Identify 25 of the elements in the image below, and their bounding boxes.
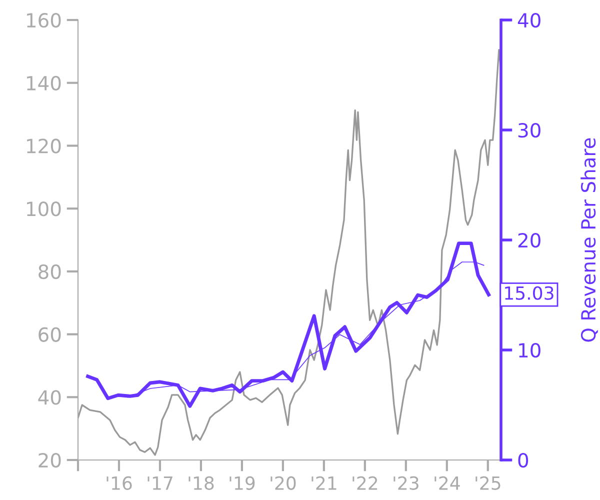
x-tick-label: '23 [394,476,418,490]
x-tick-label: '20 [270,476,296,490]
y2-tick-label: 30 [518,122,540,138]
y-tick-label: 160 [27,12,61,28]
x-tick-label: '16 [106,476,132,490]
y2-tick-label: 0 [518,452,528,468]
y-tick-label: 140 [27,76,61,91]
y2-tick-label: 40 [518,12,540,28]
x-tick-label: '18 [188,476,214,490]
data-label: 15.03 [505,286,554,300]
y-tick-label: 120 [27,138,61,154]
y-tick-label: 80 [38,264,61,280]
y-tick-label: 20 [38,452,61,468]
x-tick-label: '22 [352,476,378,490]
y-tick-label: 40 [38,390,61,405]
x-tick-label: '17 [148,476,172,490]
y-tick-label: 100 [27,202,61,216]
y-tick-label: 60 [38,327,61,342]
x-tick-label: '25 [476,476,500,490]
x-tick-label: '24 [434,476,460,490]
y2-axis-title: Q Revenue Per Share [580,138,598,342]
y2-tick-label: 10 [519,342,540,358]
x-tick-label: '19 [230,476,255,490]
y2-tick-label: 20 [518,232,540,248]
x-tick-label: '21 [312,476,336,490]
